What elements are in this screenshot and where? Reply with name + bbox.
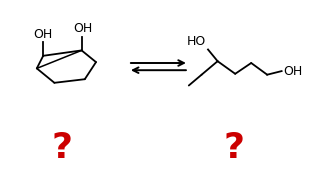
Text: OH: OH (283, 65, 302, 78)
Text: OH: OH (74, 22, 93, 35)
Text: HO: HO (187, 35, 206, 48)
Text: OH: OH (34, 28, 53, 40)
Text: ?: ? (52, 132, 73, 165)
Text: ?: ? (223, 132, 244, 165)
